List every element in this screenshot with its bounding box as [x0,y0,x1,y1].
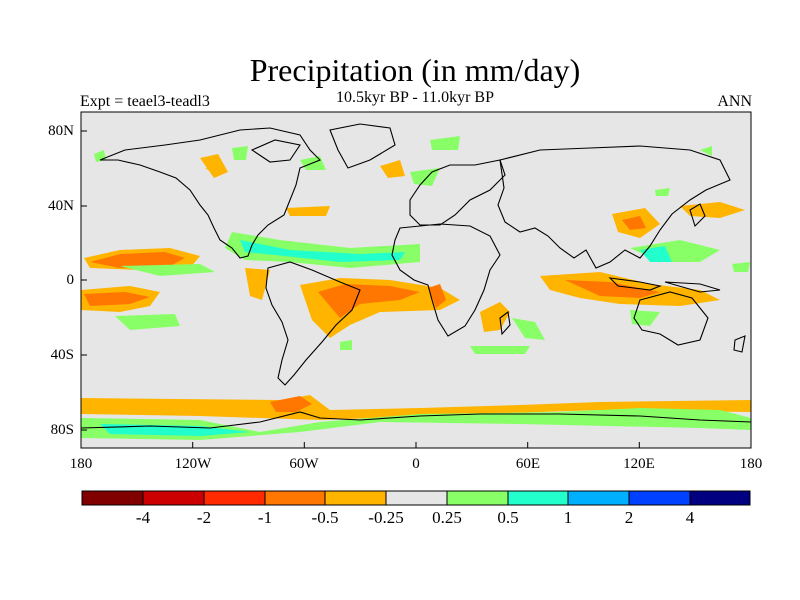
colorbar-swatch [142,490,205,506]
anomaly-region [565,280,660,298]
coastlines [81,123,751,429]
anomaly-region [480,302,510,332]
anomaly-region [430,136,460,150]
coastline [689,203,706,228]
anomaly-region [470,346,530,354]
colorbar-label: -0.5 [311,508,339,527]
lat-label-80n: 80N [48,123,74,139]
colorbar-swatch [567,490,630,506]
anomaly-region [380,160,405,178]
anomaly-region [270,396,312,412]
map-subtitle: 10.5kyr BP - 11.0kyr BP [336,89,494,106]
colorbar-swatch [264,490,326,506]
anomaly-region [81,395,751,420]
colorbar-label: 1 [563,508,573,527]
colorbar-label: -0.25 [368,508,404,527]
coastline [250,139,301,163]
ocean-background [81,112,751,448]
coastline [733,335,746,353]
coastline [99,127,321,259]
coastline [81,411,751,429]
colorbar-swatch [507,490,569,506]
colorbar-label: 0.5 [497,508,519,527]
colorbar [81,490,751,506]
anomaly-region [115,314,180,330]
colorbar-swatch [203,490,266,506]
lat-label-40s: 40S [50,347,74,363]
anomaly-region [700,146,712,156]
anomaly-region [428,284,446,308]
lon-label-120e: 120E [623,456,655,472]
anomaly-region [512,318,545,340]
lat-label-80s: 80S [50,422,74,438]
colorbar-swatch [324,490,387,506]
anomaly-region [240,240,405,262]
anomaly-region [622,216,646,230]
lon-label-0: 0 [412,456,420,472]
colorbar-label: 0.25 [432,508,462,527]
anomaly-region [245,268,270,300]
map-title: Precipitation (in mm/day) [249,52,581,88]
axis-ticks [81,130,640,448]
anomaly-region [100,424,250,436]
anomaly-region [340,340,352,350]
colorbar-swatch [689,490,751,506]
lon-label-60w: 60W [289,456,319,472]
colorbar-swatch [446,490,509,506]
anomaly-region [205,168,222,176]
colorbar-label: 4 [685,508,695,527]
colorbar-label: 2 [624,508,634,527]
anomaly-region [120,264,215,276]
colorbar-swatch [628,490,691,506]
anomaly-region [90,252,185,268]
coastline [391,223,501,337]
lon-label-60e: 60E [515,456,541,472]
lon-label-180e: 180 [739,456,763,472]
anomaly-region [200,154,228,178]
coastline [608,277,662,291]
coastline [265,261,361,386]
lon-label-180w: 180 [69,456,93,472]
coastline [633,291,709,346]
anomaly-contours [81,136,751,440]
anomaly-region [732,262,750,272]
anomaly-region [84,292,150,306]
colorbar-label: -4 [135,508,151,527]
lon-label-120w: 120W [174,456,212,472]
anomaly-region [318,284,420,318]
experiment-label: Expt = teael3-teadl3 [80,93,210,110]
lat-label-40n: 40N [48,198,74,214]
anomaly-region [630,310,660,326]
colorbar-swatch [385,490,448,506]
coastline [497,145,731,269]
coastline [329,123,396,169]
anomaly-region [410,168,440,186]
coastline [664,281,721,293]
coastline [409,159,506,226]
colorbar-swatch [81,490,144,506]
anomaly-region [232,146,248,160]
lat-label-0: 0 [66,272,75,288]
coastline [499,311,511,336]
season-label: ANN [717,93,752,110]
anomaly-region [640,246,672,262]
anomaly-region [286,206,330,216]
colorbar-label: -1 [257,508,273,527]
anomaly-region [655,188,670,196]
colorbar-label: -2 [196,508,212,527]
